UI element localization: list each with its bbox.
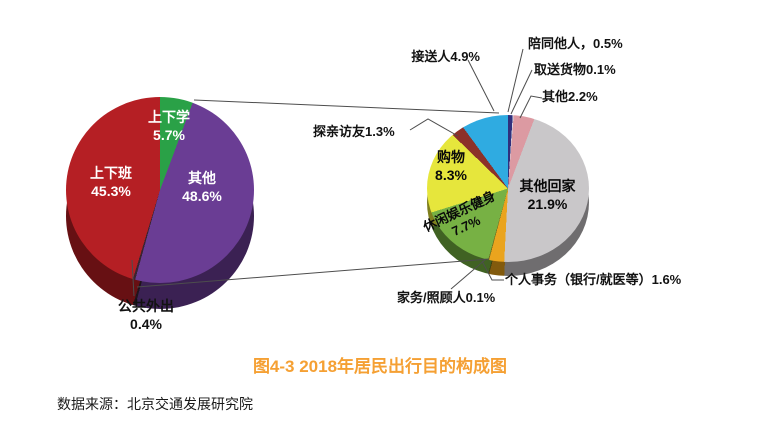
slice-label-other-home-pct: 21.9% — [527, 195, 568, 212]
pointer-deliver-goods — [510, 69, 533, 115]
figure-source: 数据来源：北京交通发展研究院 — [57, 397, 253, 413]
pie-other-breakdown — [427, 115, 589, 276]
callout-visit-relatives: 探亲访友1.3% — [313, 124, 395, 139]
slice-label-shopping-pct: 8.3% — [435, 166, 467, 183]
slice-label-shopping: 购物 8.3% — [427, 149, 475, 184]
pie-other-breakdown-face — [427, 115, 589, 262]
slice-label-school-pct: 5.7% — [153, 126, 185, 143]
callout-other-small: 其他2.2% — [542, 89, 598, 104]
callout-accompany: 陪同他人，0.5% — [528, 36, 623, 51]
slice-label-commute: 上下班 45.3% — [71, 165, 151, 200]
slice-label-other-pct: 48.6% — [182, 187, 222, 204]
pointer-pickup-dropoff — [467, 59, 495, 112]
callout-public-outing-name: 公共外出 — [118, 298, 174, 314]
callout-deliver-goods: 取送货物0.1% — [534, 62, 616, 77]
pie-overall — [66, 97, 254, 309]
slice-label-school-name: 上下学 — [148, 109, 190, 125]
slice-label-other-home-name: 其他回家 — [519, 178, 576, 194]
figure-title: 图4-3 2018年居民出行目的构成图 — [252, 357, 508, 376]
slice-label-shopping-name: 购物 — [437, 149, 465, 165]
slice-label-other: 其他 48.6% — [167, 170, 237, 205]
callout-personal-affairs: 个人事务（银行/就医等）1.6% — [505, 272, 682, 287]
slice-label-other-home: 其他回家 21.9% — [505, 178, 590, 213]
pie-overall-face — [66, 97, 254, 283]
slice-label-commute-name: 上下班 — [90, 165, 132, 181]
callout-public-outing-pct: 0.4% — [130, 315, 162, 332]
slice-label-other-name: 其他 — [188, 170, 216, 186]
slice-label-school: 上下学 5.7% — [134, 109, 204, 144]
pointer-accompany — [507, 48, 524, 113]
callout-public-outing: 公共外出 0.4% — [104, 298, 188, 333]
slice-label-commute-pct: 45.3% — [91, 182, 131, 199]
callout-housework: 家务/照顾人0.1% — [397, 290, 496, 305]
callout-pickup-dropoff: 接送人4.9% — [411, 49, 480, 64]
